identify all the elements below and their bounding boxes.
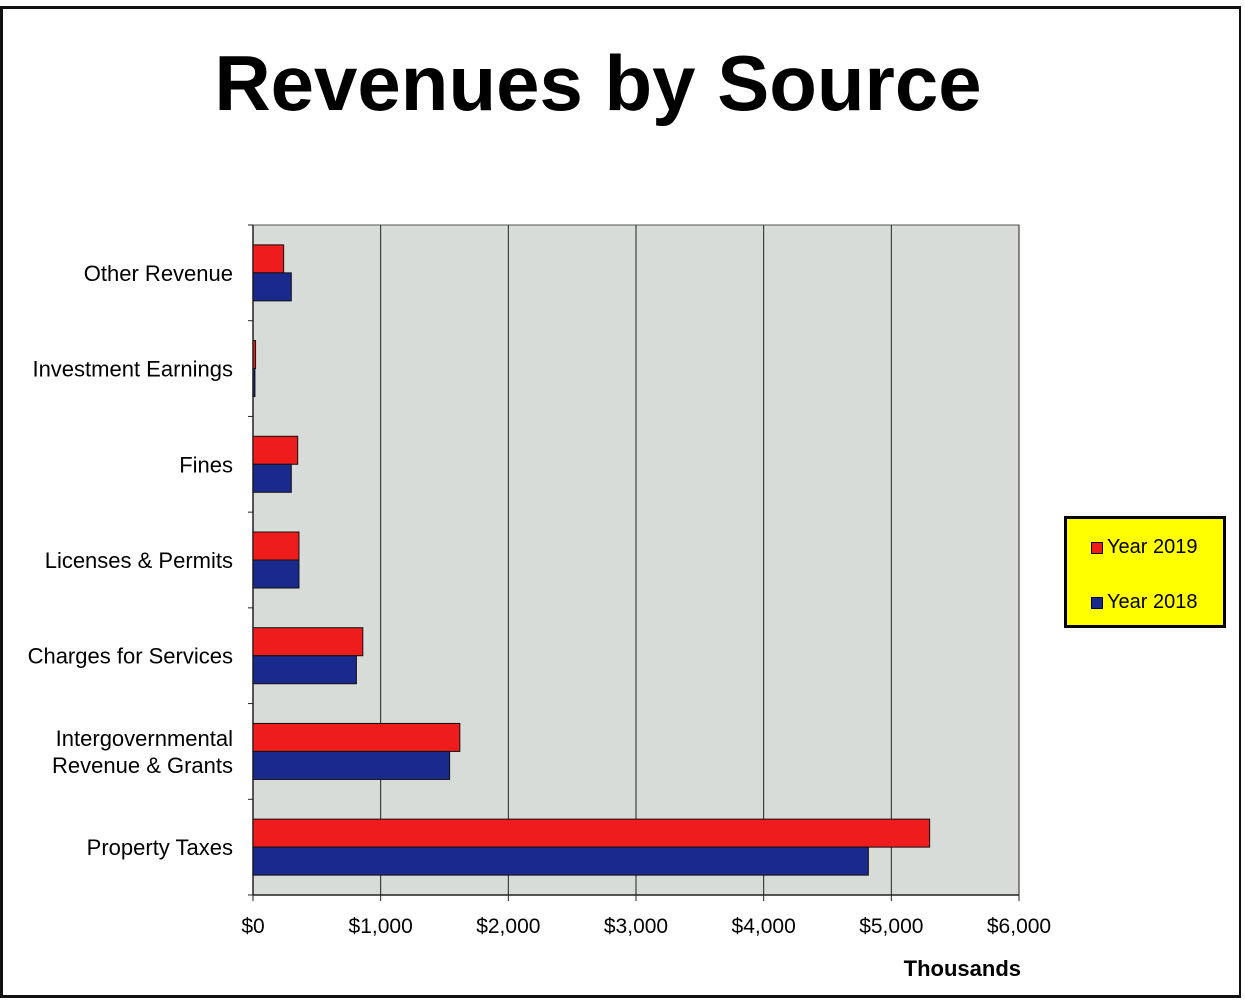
legend: Year 2019 Year 2018 [1064, 516, 1226, 628]
bar-year-2019 [252, 435, 299, 465]
x-tick-label: $6,000 [987, 915, 1051, 938]
x-tick-label: $4,000 [732, 915, 796, 938]
bar-year-2018 [252, 750, 451, 780]
legend-swatch-2019 [1091, 541, 1103, 554]
category-label: Investment Earnings [32, 357, 233, 382]
bar-year-2019 [252, 818, 931, 848]
bar-year-2018 [252, 655, 357, 685]
chart-title: Revenues by Source [214, 39, 982, 127]
bar-year-2018 [252, 846, 869, 876]
bar-year-2018 [252, 368, 256, 398]
legend-swatch-2018 [1091, 596, 1103, 609]
x-tick-label: $3,000 [604, 915, 668, 938]
bar-year-2018 [252, 559, 300, 589]
category-label: Charges for Services [28, 644, 233, 669]
category-label: Intergovernmental Revenue & Grants [52, 726, 233, 778]
bar-year-2019 [252, 722, 461, 752]
x-axis-label: Thousands [904, 956, 1021, 981]
x-tick-label: $1,000 [349, 915, 413, 938]
bar-year-2019 [252, 340, 257, 370]
x-tick-label: $5,000 [859, 915, 923, 938]
legend-label-2019: Year 2019 [1107, 536, 1198, 558]
bar-year-2018 [252, 463, 292, 493]
legend-item-2019: Year 2019 [1091, 536, 1197, 559]
x-tick-label: $0 [241, 915, 264, 938]
bar-year-2018 [252, 272, 292, 302]
chart-frame [0, 6, 1241, 998]
category-label: Other Revenue [84, 261, 233, 286]
bar-year-2019 [252, 531, 300, 561]
bar-year-2019 [252, 244, 285, 274]
x-tick-label: $2,000 [476, 915, 540, 938]
legend-label-2018: Year 2018 [1107, 591, 1198, 613]
bar-year-2019 [252, 627, 364, 657]
legend-item-2018: Year 2018 [1091, 591, 1197, 614]
category-label: Property Taxes [87, 835, 233, 860]
category-label: Fines [179, 452, 233, 477]
category-label: Licenses & Permits [45, 548, 233, 573]
